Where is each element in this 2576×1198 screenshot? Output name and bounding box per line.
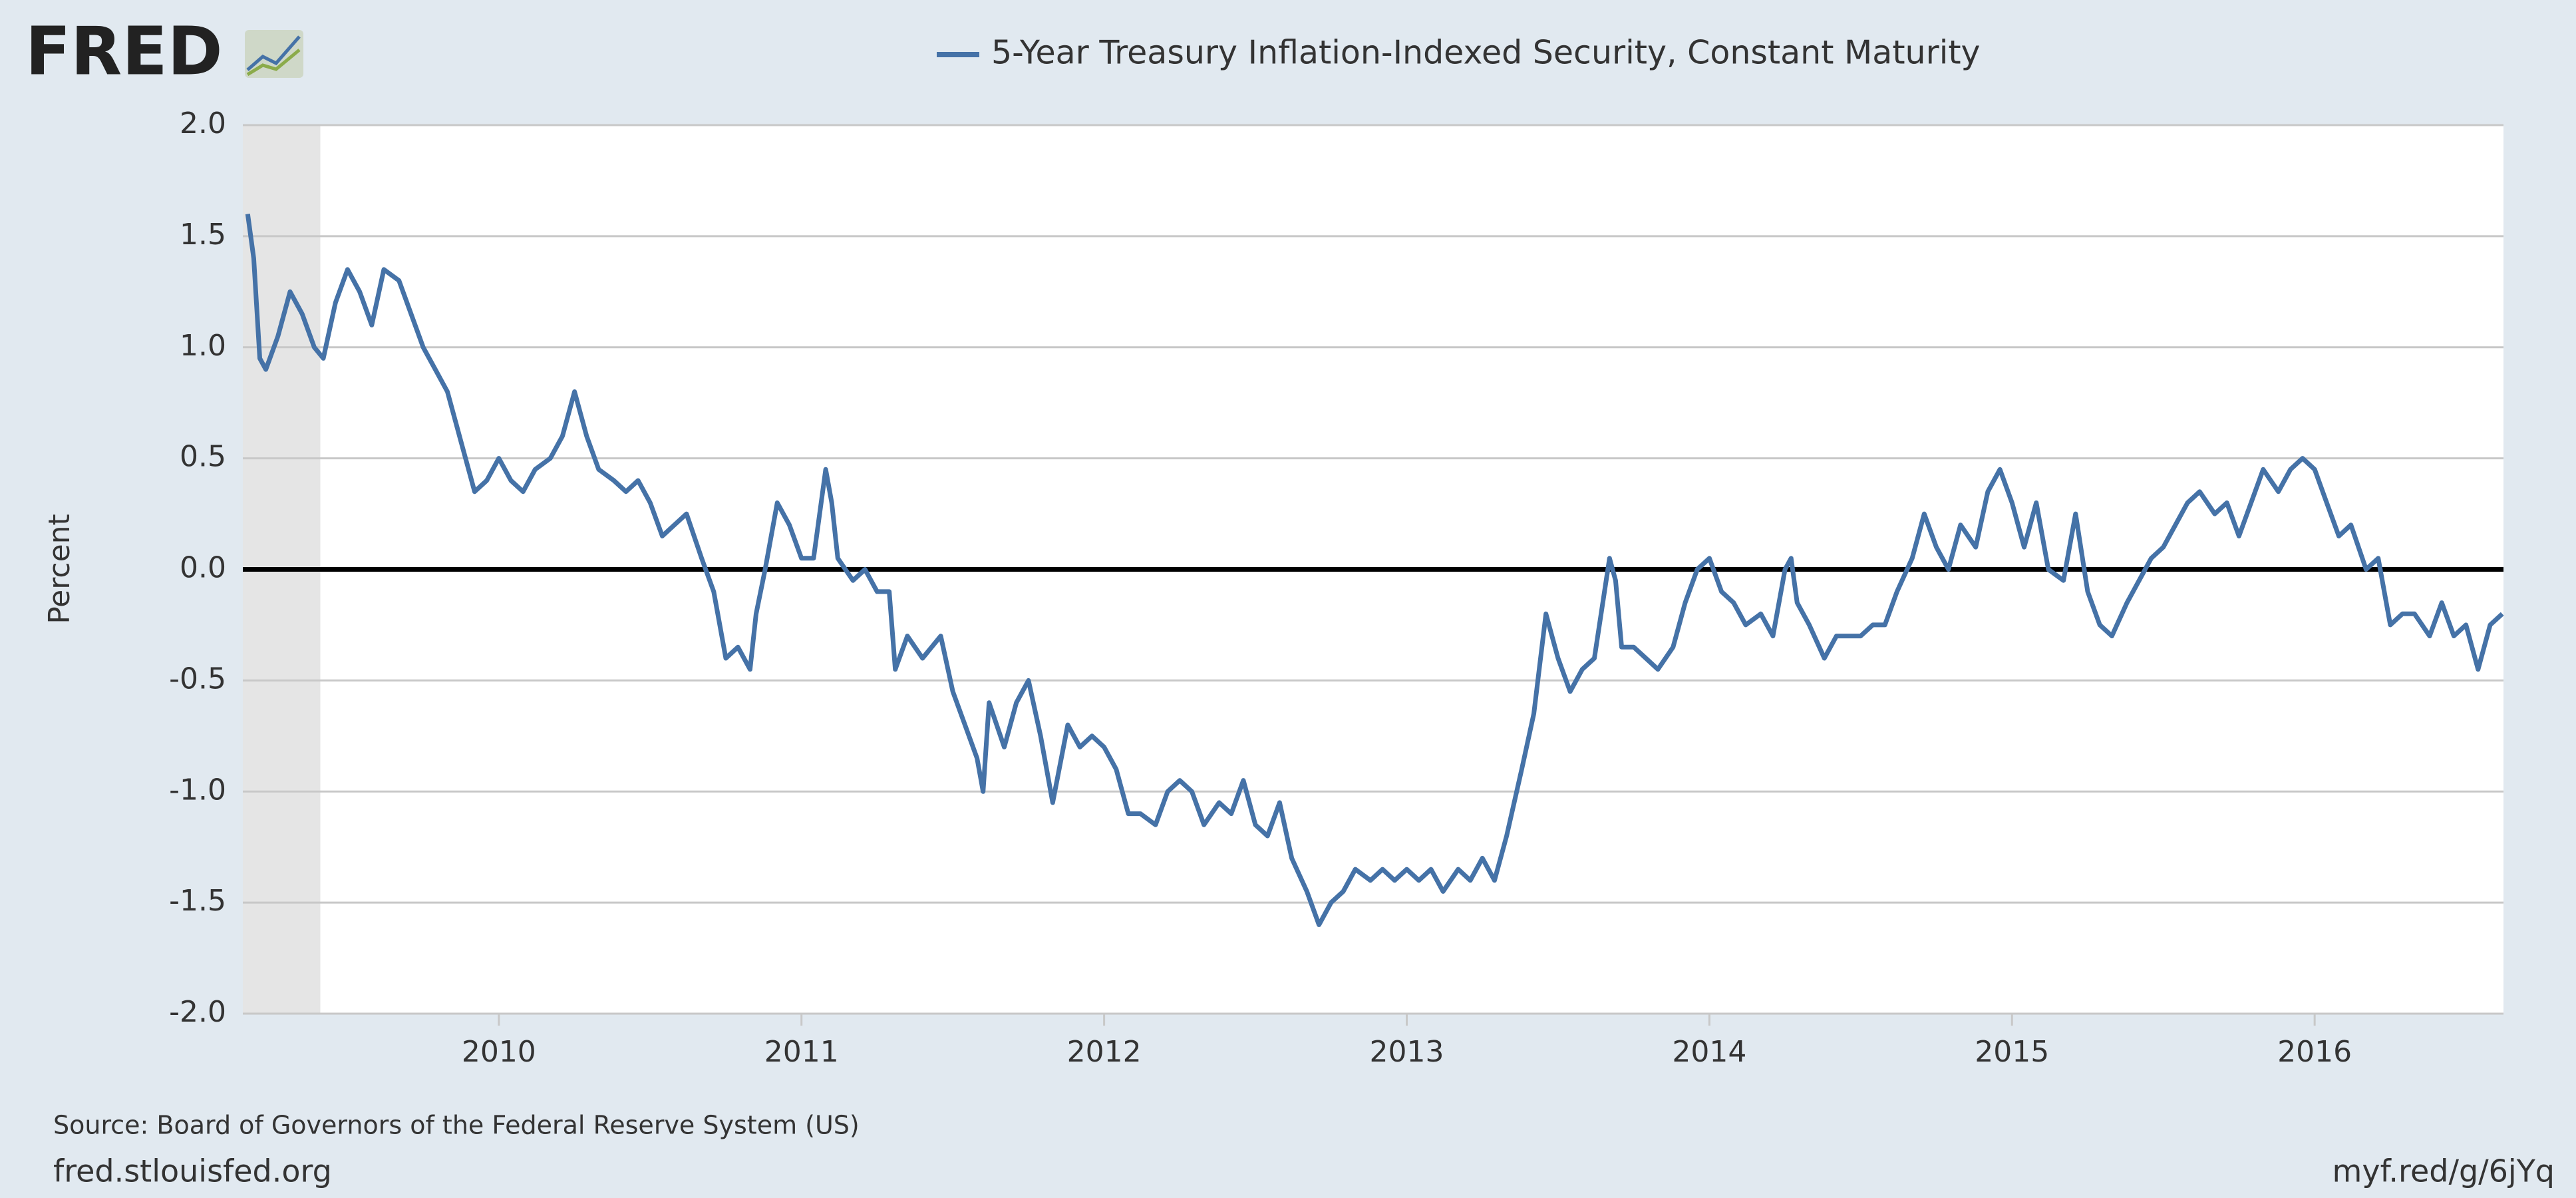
x-tick-label: 2016 — [2277, 1035, 2352, 1069]
logo-icon — [245, 30, 303, 78]
x-tick-label: 2011 — [764, 1035, 839, 1069]
site: fred.stlouisfed.org — [53, 1153, 332, 1189]
x-tick-label: 2010 — [462, 1035, 536, 1069]
y-tick-label: -1.5 — [169, 884, 226, 918]
x-tick-label: 2012 — [1067, 1035, 1142, 1069]
y-tick-label: 1.5 — [180, 218, 226, 252]
x-tick-label: 2013 — [1370, 1035, 1444, 1069]
y-tick-label: 0.0 — [180, 551, 226, 585]
y-tick-label: -0.5 — [169, 662, 226, 696]
x-tick-label: 2015 — [1975, 1035, 2049, 1069]
legend-label: 5-Year Treasury Inflation-Indexed Securi… — [991, 34, 1981, 72]
y-axis-label: Percent — [43, 514, 77, 624]
y-tick-label: -1.0 — [169, 773, 226, 807]
short-url: myf.red/g/6jYq — [2333, 1153, 2555, 1189]
source: Source: Board of Governors of the Federa… — [53, 1111, 860, 1140]
series-line — [245, 214, 2504, 927]
y-tick-label: 1.0 — [180, 329, 226, 363]
x-tick-label: 2014 — [1672, 1035, 1746, 1069]
logo: FRED — [25, 12, 223, 90]
y-tick-label: -2.0 — [169, 995, 226, 1029]
y-tick-label: 2.0 — [180, 106, 226, 140]
y-tick-label: 0.5 — [180, 440, 226, 474]
plot: -2.0 -1.5 -1.0 -0.5 0.0 0.5 1.0 1.5 2.0 2010 2011 2… — [169, 106, 2504, 1069]
